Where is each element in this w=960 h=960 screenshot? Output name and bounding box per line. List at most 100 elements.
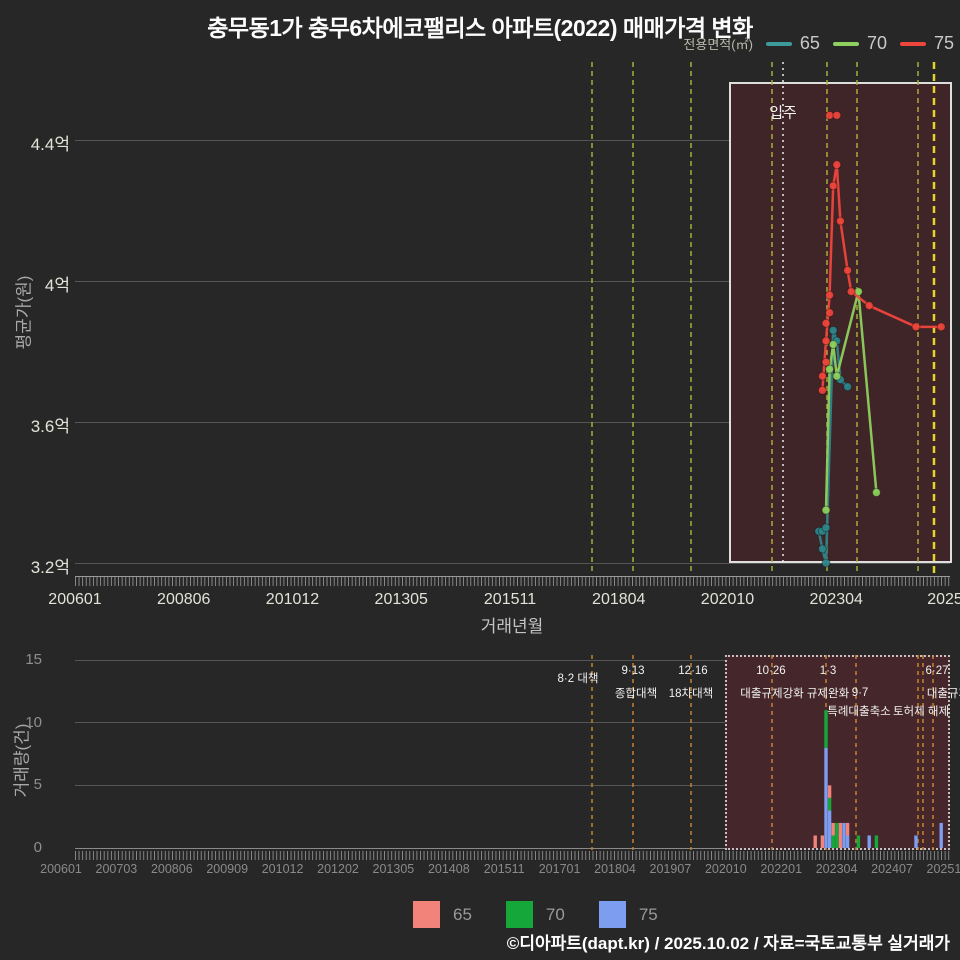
volume-axis-tick-label: 15 (25, 651, 42, 669)
date-axis-tick-label: 200806 (157, 591, 211, 608)
date-axis-tick-label: 200601 (48, 591, 102, 608)
move-in-label: 입주 (769, 104, 797, 122)
volume-bar-65 (845, 822, 850, 836)
volume-swatch-75 (598, 901, 626, 928)
policy-annotation: 9·13 (621, 665, 645, 677)
volume-bar-65 (827, 785, 832, 798)
highlight-box-volume (724, 655, 950, 850)
policy-annotation: 대출규제강화 (740, 688, 804, 700)
volume-legend: 65 70 75 (413, 901, 658, 928)
volume-date-tick-label: 200909 (206, 862, 249, 876)
volume-bar-65 (831, 822, 835, 836)
price-axis-tick-label: 4.4억 (30, 135, 70, 154)
price-point-75 (828, 181, 838, 191)
price-point-75 (911, 322, 921, 332)
price-line-70 (824, 290, 878, 511)
policy-annotation: 9·7 (851, 687, 869, 699)
price-point-75 (825, 290, 835, 300)
volume-date-tick-label: 202201 (760, 862, 803, 876)
price-axis-tick-label: 3.2억 (30, 558, 70, 577)
price-point-70 (821, 505, 831, 515)
volume-bar-75 (842, 822, 846, 848)
legend-item-75[interactable]: 75 (899, 33, 954, 54)
policy-annotation: 규제완화 (806, 688, 850, 700)
volume-date-tick-label: 201701 (538, 862, 581, 876)
price-point-75 (832, 160, 842, 170)
volume-legend-item-65[interactable]: 65 (413, 901, 472, 928)
legend-item-70[interactable]: 70 (832, 33, 887, 54)
price-point-65 (843, 382, 853, 392)
volume-axis-tick-label: 5 (33, 776, 42, 794)
gridline-volume (75, 659, 950, 661)
volume-date-tick-label: 201012 (261, 862, 304, 876)
price-point-75 (846, 287, 856, 297)
highlight-box-main (728, 82, 952, 563)
date-axis-tick-label: 201305 (374, 591, 428, 608)
volume-date-tick-label: 202407 (871, 862, 913, 876)
price-point-75 (817, 371, 827, 381)
policy-annotation: 12·16 (678, 665, 708, 677)
price-axis-tick-label: 4억 (44, 276, 70, 295)
area-legend: 전용면적(㎡) 65 70 75 (683, 33, 954, 54)
price-axis-tick-label: 3.6억 (30, 417, 70, 436)
date-axis-tick-label: 201804 (592, 591, 646, 608)
x-axis-title: 거래년월 (480, 617, 544, 636)
price-point-75 (821, 336, 831, 346)
price-point-75 (821, 357, 831, 367)
volume-date-tick-label: 202510 (926, 862, 960, 876)
volume-bar-75 (867, 835, 871, 848)
policy-annotation: 8·2 대책 (557, 673, 599, 685)
policy-annotation: 대출규제 (926, 688, 960, 700)
volume-bar-70 (856, 835, 861, 848)
volume-swatch-70 (505, 901, 533, 928)
volume-legend-item-70[interactable]: 70 (505, 901, 565, 928)
price-point-65 (821, 523, 831, 533)
volume-date-tick-label: 202304 (815, 862, 858, 876)
policy-annotation: 1·3 (819, 665, 837, 677)
gridline-main (75, 421, 950, 423)
volume-label-65: 65 (453, 904, 472, 924)
price-point-75 (825, 308, 835, 318)
page-title: 충무동1가 충무6차에코팰리스 아파트(2022) 매매가격 변화 (207, 15, 753, 41)
volume-bar-75 (845, 835, 850, 848)
gridline-volume (75, 784, 950, 786)
volume-date-tick-label: 201408 (427, 862, 470, 876)
price-point-70 (832, 371, 842, 381)
legend-label-70: 70 (866, 33, 887, 53)
volume-label-75: 75 (638, 904, 658, 924)
volume-date-tick-label: 201804 (594, 862, 636, 876)
legend-line-swatch-75 (899, 41, 926, 46)
volume-legend-item-75[interactable]: 75 (598, 901, 658, 928)
volume-bar-65 (820, 835, 825, 848)
volume-axis-tick-label: 10 (25, 713, 42, 731)
volume-bar-65 (838, 822, 843, 848)
volume-bar-70 (827, 797, 832, 811)
policy-annotation: 18차대책 (668, 688, 714, 700)
price-point-70 (828, 339, 838, 349)
date-axis-tick-label: 201511 (483, 591, 537, 608)
gridline-volume (75, 722, 950, 724)
policy-annotation: 10·26 (756, 665, 786, 677)
price-point-65 (817, 544, 827, 554)
gridline-main (75, 139, 950, 141)
footer-credit: ©디아파트(dapt.kr) / 2025.10.02 / 자료=국토교통부 실… (506, 934, 950, 953)
legend-line-swatch-65 (765, 41, 792, 46)
volume-bar-75 (914, 835, 918, 848)
legend-line-swatch-70 (832, 41, 859, 46)
volume-label-70: 70 (545, 904, 565, 924)
price-point-65 (828, 325, 838, 335)
price-point-75 (843, 265, 853, 275)
legend-label-75: 75 (933, 33, 954, 53)
price-point-75 (835, 216, 845, 226)
date-axis-tick-label: 2025 (927, 591, 960, 608)
volume-bar-70 (824, 710, 828, 748)
price-point-75 (936, 322, 946, 332)
legend-item-65[interactable]: 65 (765, 33, 820, 54)
gridline-volume (75, 847, 950, 849)
volume-date-tick-label: 201907 (649, 862, 692, 876)
price-point-75 (817, 385, 827, 395)
policy-annotation: 특례대출축소 (827, 706, 891, 718)
volume-bar-75 (827, 810, 832, 848)
